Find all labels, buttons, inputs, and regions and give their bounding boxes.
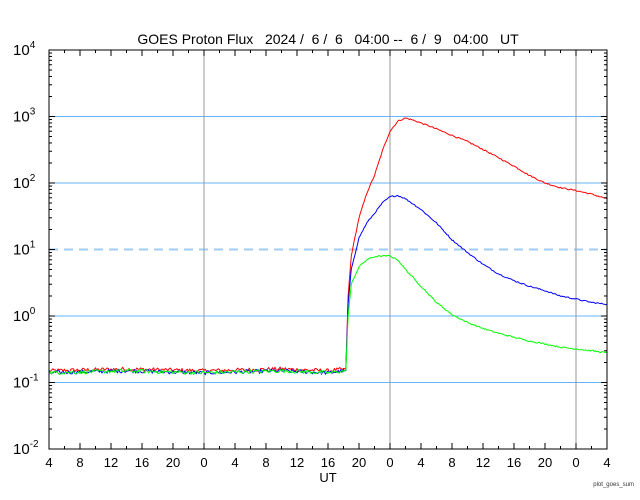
x-tick-label: 8 — [76, 455, 83, 470]
y-tick-label: 100 — [13, 306, 36, 325]
x-tick-label: 0 — [572, 455, 579, 470]
series-lines — [48, 117, 608, 376]
x-tick-label: 16 — [321, 455, 335, 470]
series-line-1 — [48, 117, 608, 374]
y-tick-label: 101 — [13, 240, 36, 259]
x-tick-label: 16 — [507, 455, 521, 470]
x-axis-label: UT — [319, 470, 336, 485]
x-tick-label: 0 — [200, 455, 207, 470]
x-tick-label: 16 — [135, 455, 149, 470]
x-tick-label: 4 — [603, 455, 610, 470]
plot-credit: plot_goes_sum — [593, 482, 634, 488]
x-tick-label: 4 — [417, 455, 424, 470]
y-tick-label: 102 — [13, 173, 36, 192]
y-tick-label: 103 — [13, 107, 36, 126]
x-tick-label: 12 — [290, 455, 304, 470]
x-tick-label: 4 — [231, 455, 238, 470]
y-axis: 10-2 10-1 100 101 102 103 104 — [13, 40, 607, 458]
x-tick-label: 8 — [262, 455, 269, 470]
chart-title: GOES Proton Flux 2024 / 6 / 6 04:00 -- 6… — [137, 31, 519, 47]
y-tick-label: 104 — [13, 40, 36, 59]
x-tick-label: 4 — [45, 455, 52, 470]
series-line-2 — [48, 195, 608, 376]
x-tick-label: 20 — [538, 455, 552, 470]
x-axis: 4 8 12 16 20 0 4 8 12 16 20 0 4 8 12 16 20 0 4 — [45, 50, 611, 470]
x-tick-label: 12 — [104, 455, 118, 470]
y-tick-label: 10-1 — [13, 373, 39, 392]
x-tick-label: 20 — [166, 455, 180, 470]
series-line-3 — [48, 254, 608, 375]
y-tick-label: 10-2 — [13, 439, 39, 458]
x-tick-label: 20 — [352, 455, 366, 470]
grid — [49, 50, 607, 449]
x-tick-label: 0 — [386, 455, 393, 470]
x-tick-label: 12 — [476, 455, 490, 470]
x-tick-label: 8 — [448, 455, 455, 470]
